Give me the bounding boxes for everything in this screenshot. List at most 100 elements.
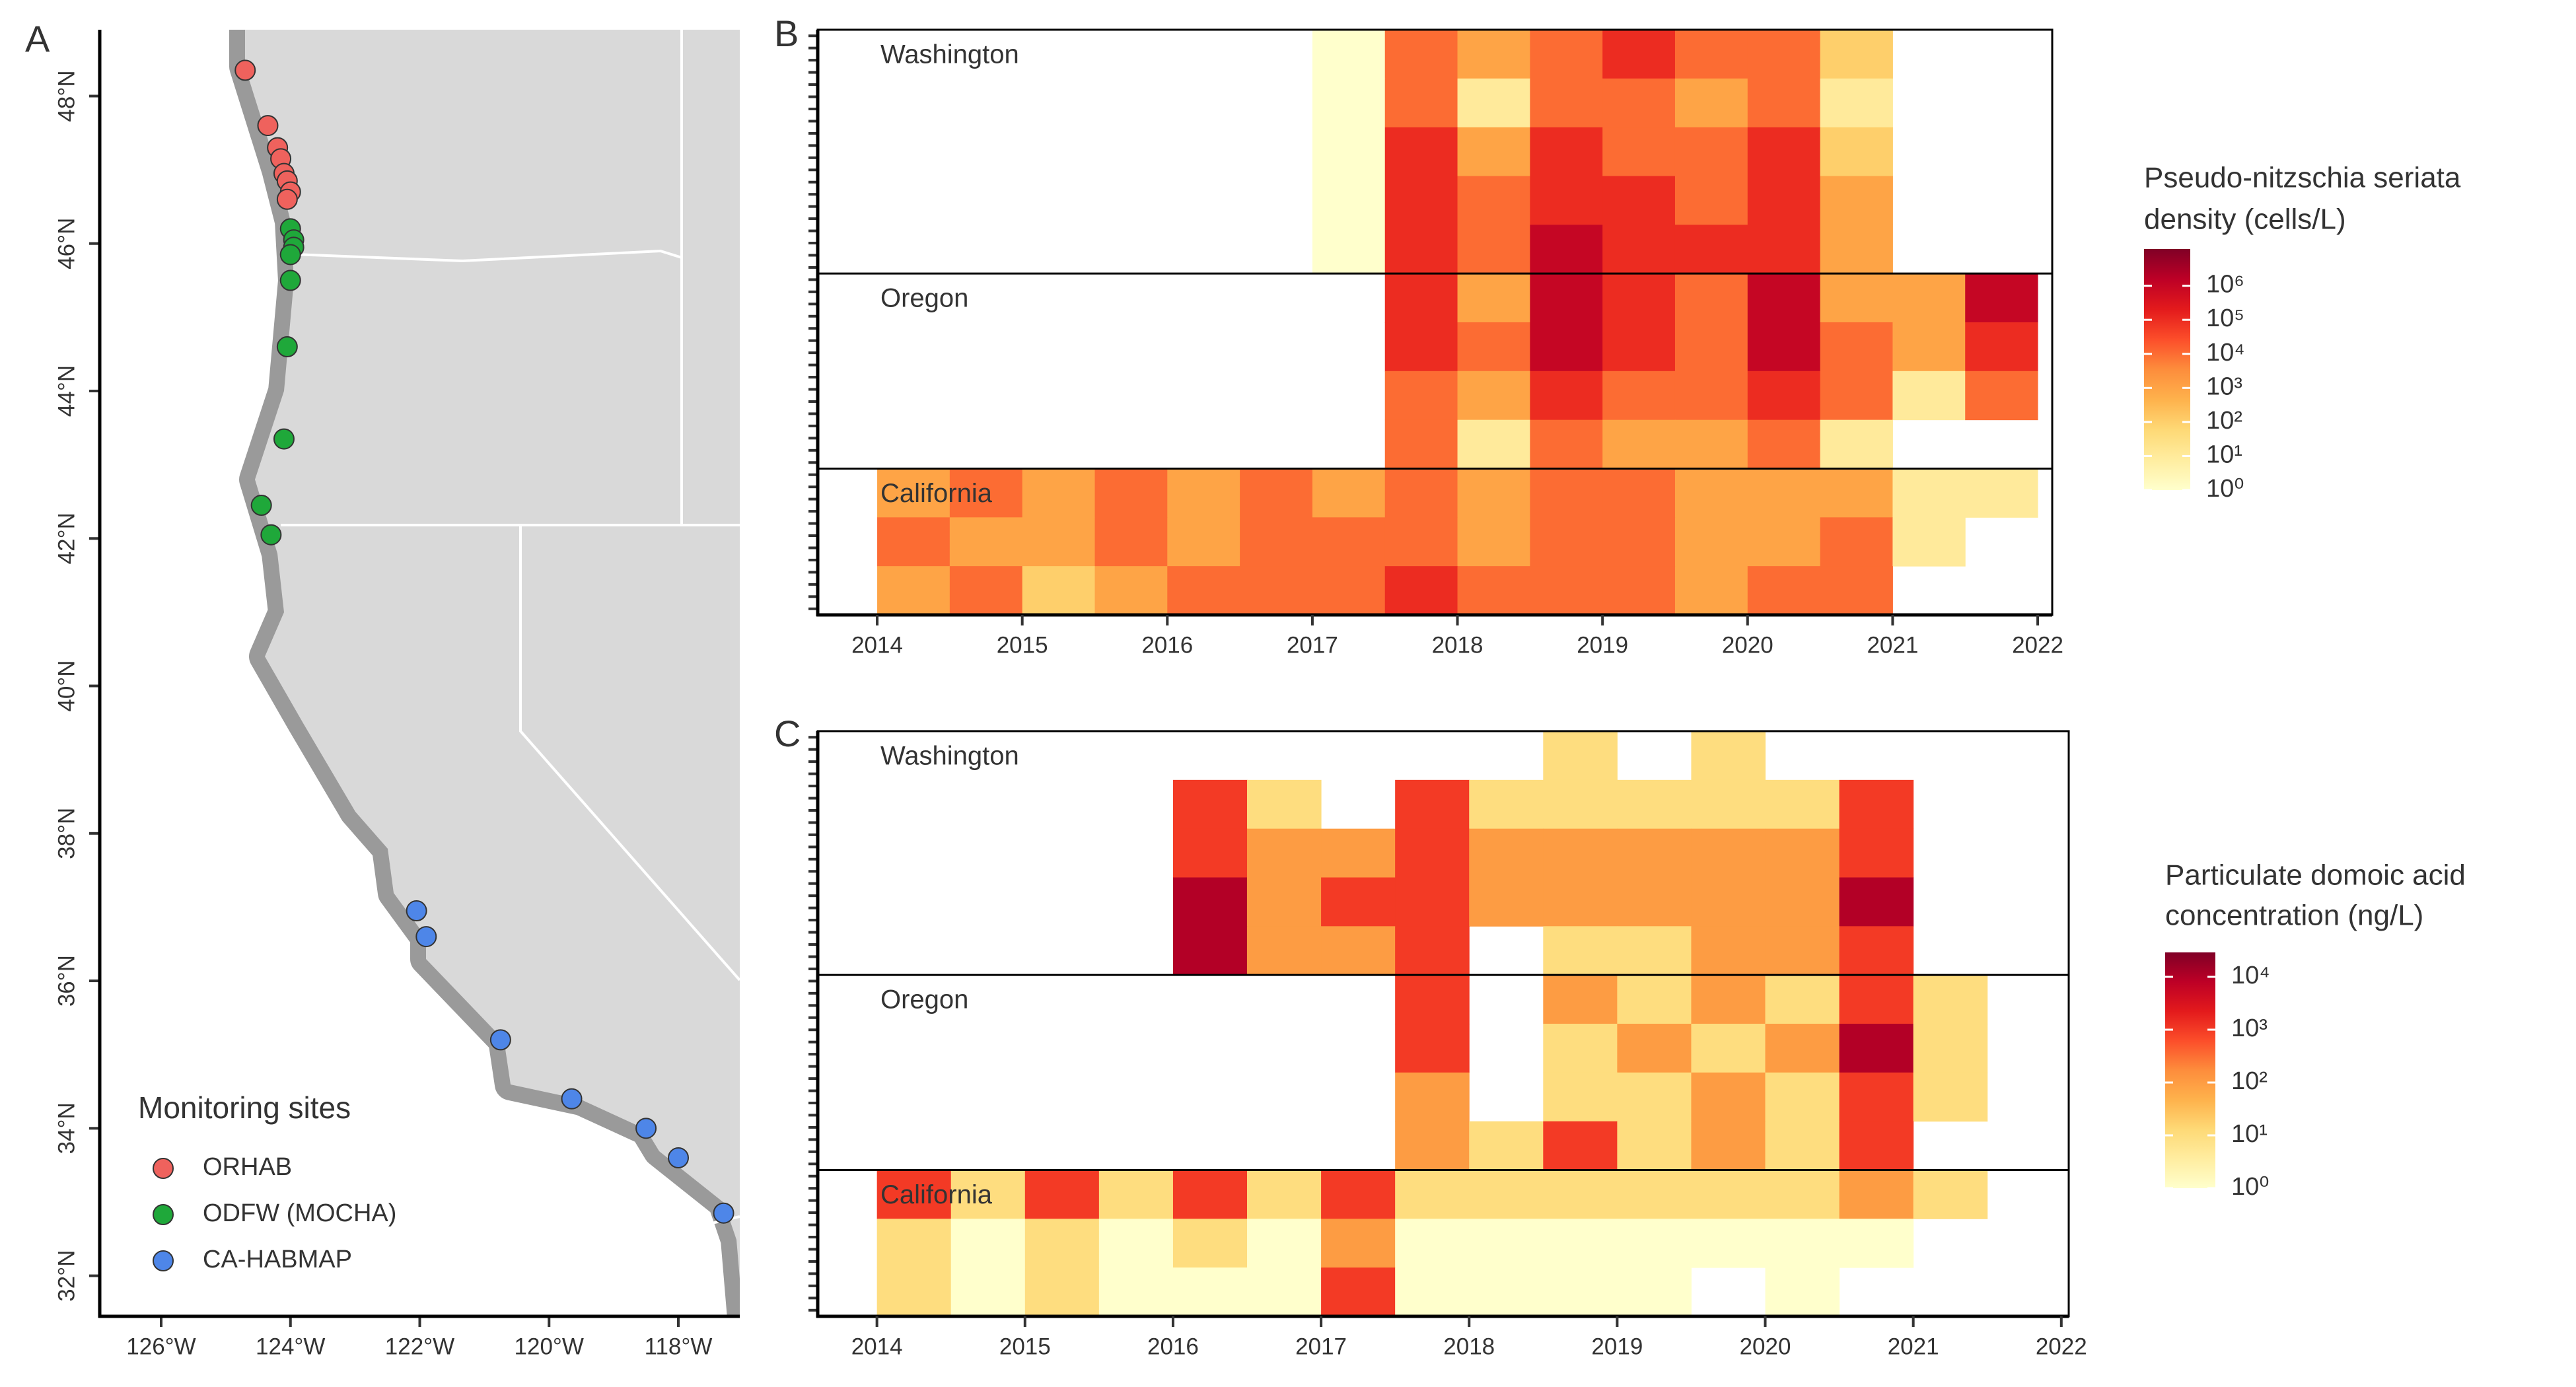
- heat-cell: [949, 566, 1023, 616]
- heat-cell: [1820, 371, 1893, 421]
- y-tick-label: 40°N: [54, 660, 79, 711]
- heat-cell: [1469, 828, 1544, 878]
- heat-cell: [1602, 517, 1676, 567]
- heat-cell: [1469, 877, 1544, 927]
- heat-cell: [1167, 566, 1240, 616]
- heat-cell: [877, 517, 950, 567]
- heat-cell: [949, 468, 1023, 518]
- legend-swatch: [153, 1158, 174, 1179]
- colorbar-tick-label: 10⁶: [2206, 271, 2244, 299]
- heat-cell: [1312, 566, 1386, 616]
- heat-cell: [1530, 419, 1603, 469]
- heat-cell: [1765, 828, 1840, 878]
- heat-cell: [877, 1170, 952, 1219]
- group-label: Oregon: [880, 985, 968, 1014]
- heat-cell: [1530, 127, 1603, 176]
- heat-cell: [1321, 877, 1396, 927]
- x-tick-label: 2019: [1577, 632, 1628, 658]
- heat-cell: [1469, 1170, 1544, 1219]
- heat-cell: [1747, 30, 1821, 79]
- heat-cell: [1469, 1121, 1544, 1170]
- heat-cell: [1395, 1121, 1470, 1170]
- heat-cell: [1602, 176, 1676, 225]
- heat-cell: [1892, 371, 1966, 421]
- heat-cell: [1167, 517, 1240, 567]
- heat-cell: [1395, 1072, 1470, 1122]
- heat-cell: [1457, 566, 1530, 616]
- heat-cell: [1892, 273, 1966, 323]
- x-tick-label: 2022: [2036, 1334, 2087, 1359]
- heat-cell: [1098, 1170, 1174, 1219]
- heat-cell: [1384, 176, 1458, 225]
- site-point: [561, 1088, 583, 1110]
- heat-cell: [1965, 273, 2038, 323]
- x-tick-label: 2022: [2012, 632, 2063, 658]
- heat-cell: [1240, 468, 1313, 518]
- heat-cell: [1820, 468, 1893, 518]
- x-tick-label: 2017: [1287, 632, 1338, 658]
- heat-cell: [1602, 566, 1676, 616]
- heat-cell: [1457, 419, 1530, 469]
- heat-cell: [1747, 127, 1821, 176]
- x-tick-label: 122°W: [385, 1334, 454, 1359]
- heat-cell: [1312, 468, 1386, 518]
- heat-cell: [1839, 1219, 1914, 1268]
- heat-cell: [1321, 1267, 1396, 1317]
- heat-cell: [1691, 975, 1766, 1024]
- heat-cell: [1457, 322, 1530, 372]
- heat-cell: [1094, 517, 1168, 567]
- heat-cell: [1617, 1267, 1692, 1317]
- colorbar-tick-label: 10⁰: [2206, 475, 2244, 503]
- site-point: [279, 269, 301, 291]
- heat-cell: [1765, 877, 1840, 927]
- site-point: [668, 1147, 690, 1168]
- heat-cell: [1765, 1072, 1840, 1122]
- x-tick-label: 2019: [1591, 1334, 1643, 1359]
- site-point: [489, 1029, 511, 1051]
- heat-cell: [1457, 127, 1530, 176]
- colorbar-title: concentration (ng/L): [2165, 900, 2423, 932]
- heat-cell: [877, 468, 950, 518]
- heat-cell: [1820, 176, 1893, 225]
- heat-cell: [1674, 127, 1748, 176]
- heat-cell: [1172, 1170, 1248, 1219]
- heat-cell: [1747, 517, 1821, 567]
- heat-cell: [1543, 877, 1618, 927]
- heat-cell: [1691, 731, 1766, 781]
- site-point: [234, 59, 256, 81]
- heat-cell: [1617, 926, 1692, 976]
- heat-cell: [1602, 30, 1676, 79]
- heat-cell: [1602, 273, 1676, 323]
- heat-cell: [1913, 1170, 1988, 1219]
- heat-cell: [1747, 371, 1821, 421]
- heat-cell: [1384, 371, 1458, 421]
- heat-cell: [877, 1219, 952, 1268]
- heat-cell: [1602, 225, 1676, 274]
- heat-cell: [1674, 419, 1748, 469]
- heat-cell: [1543, 1024, 1618, 1073]
- heat-cell: [1820, 517, 1893, 567]
- heat-cell: [1602, 371, 1676, 421]
- heat-cell: [1312, 78, 1386, 128]
- heat-cell: [1839, 779, 1914, 830]
- heat-cell: [1602, 468, 1676, 518]
- heat-cell: [1839, 1072, 1914, 1122]
- heat-cell: [1820, 225, 1893, 274]
- y-tick-label: 48°N: [54, 70, 79, 122]
- heat-cell: [1469, 1267, 1544, 1317]
- heat-cell: [1965, 322, 2038, 372]
- heat-cell: [1747, 78, 1821, 128]
- heat-cell: [1543, 1267, 1618, 1317]
- heat-cell: [1674, 322, 1748, 372]
- colorbar-tick-label: 10⁴: [2231, 962, 2270, 989]
- site-point: [713, 1202, 734, 1224]
- heat-cell: [1384, 517, 1458, 567]
- legend-label: ODFW (MOCHA): [203, 1199, 396, 1227]
- x-tick-label: 2021: [1867, 632, 1918, 658]
- panel-label: B: [774, 13, 799, 54]
- heat-cell: [1820, 419, 1893, 469]
- heat-cell: [1094, 566, 1168, 616]
- heat-cell: [1765, 1121, 1840, 1170]
- heat-cell: [1395, 779, 1470, 830]
